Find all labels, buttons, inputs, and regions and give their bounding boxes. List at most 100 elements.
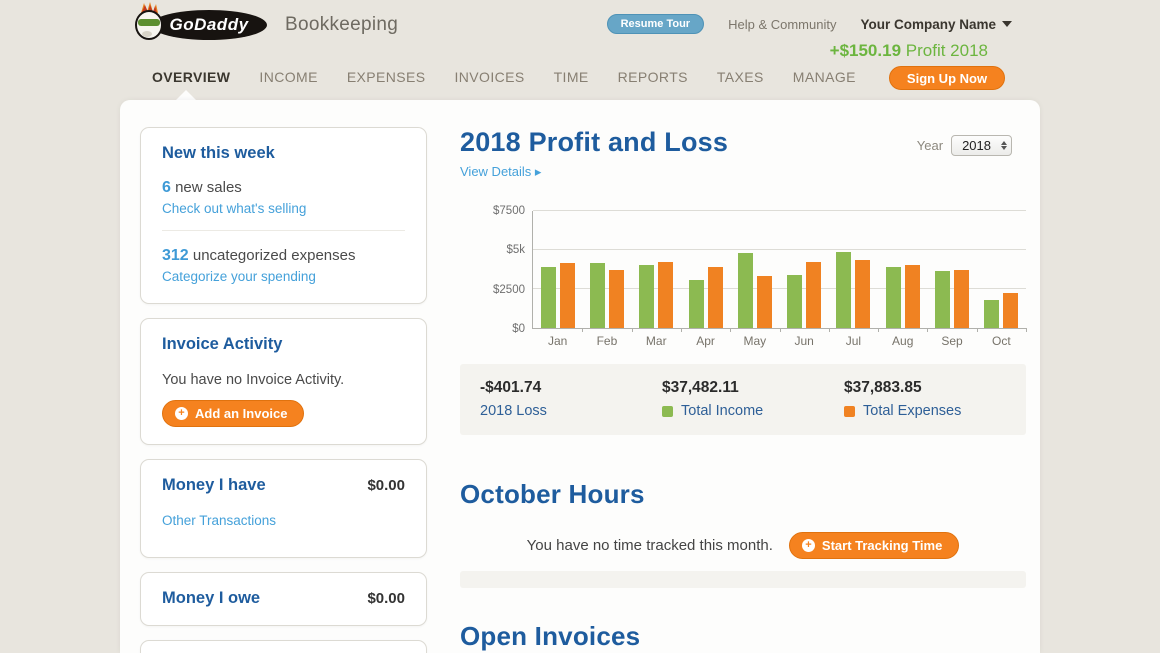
axis-tick <box>730 328 732 332</box>
nav-item-invoices[interactable]: INVOICES <box>454 69 525 85</box>
income-legend-swatch <box>662 405 673 417</box>
bar-group-sep <box>927 211 976 328</box>
x-tick-label: Mar <box>645 334 667 348</box>
sign-up-button[interactable]: Sign Up Now <box>889 66 1005 90</box>
nav-item-reports[interactable]: REPORTS <box>617 69 688 85</box>
resume-tour-button[interactable]: Resume Tour <box>606 14 705 34</box>
uncategorized-expenses-stat: 312 uncategorized expenses <box>162 247 405 265</box>
hours-empty-row: You have no time tracked this month. + S… <box>460 532 1026 559</box>
uncategorized-expenses-count: 312 <box>162 247 189 264</box>
card-title: Invoice Activity <box>162 335 283 353</box>
card-taxes: Taxes $0.00 Q4 Estimated Taxes $0.00 Due… <box>140 640 427 653</box>
categorize-spending-link[interactable]: Categorize your spending <box>162 269 316 284</box>
nav-item-income[interactable]: INCOME <box>259 69 318 85</box>
new-sales-text: new sales <box>175 179 242 196</box>
uncategorized-expenses-text: uncategorized expenses <box>192 247 356 264</box>
bar-total-expenses-jan <box>559 263 575 328</box>
plus-icon: + <box>175 407 188 420</box>
axis-tick <box>779 328 781 332</box>
y-tick-label: $0 <box>512 323 525 335</box>
axis-tick <box>680 328 682 332</box>
bar-group-aug <box>878 211 927 328</box>
nav-item-expenses[interactable]: EXPENSES <box>346 69 426 85</box>
profit-amount: +$150.19 <box>829 41 902 60</box>
pl-summary-band: -$401.74 2018 Loss $37,482.11 Total Inco… <box>460 364 1026 435</box>
whats-selling-link[interactable]: Check out what's selling <box>162 201 307 216</box>
card-new-this-week: New this week 6 new sales Check out what… <box>140 127 427 304</box>
bar-total-income-oct <box>984 299 1000 328</box>
divider <box>162 230 405 231</box>
logo-text: GoDaddy <box>169 15 249 34</box>
axis-tick <box>927 328 929 332</box>
card-invoice-activity: Invoice Activity You have no Invoice Act… <box>140 318 427 445</box>
help-community-link[interactable]: Help & Community <box>728 16 837 32</box>
summary-expenses: $37,883.85 Total Expenses <box>844 379 1026 419</box>
profit-summary: +$150.19 Profit 2018 <box>607 41 1012 61</box>
bar-total-income-may <box>737 253 753 328</box>
nav-item-taxes[interactable]: TAXES <box>716 69 764 85</box>
godaddy-logo: GoDaddy <box>135 2 267 40</box>
x-tick-label: Jul <box>845 334 862 348</box>
start-tracking-time-button[interactable]: + Start Tracking Time <box>788 532 960 559</box>
bar-total-expenses-aug <box>904 264 920 328</box>
y-tick-label: $2500 <box>493 283 525 296</box>
october-hours-title: October Hours <box>460 479 645 509</box>
y-tick-label: $7500 <box>493 205 525 217</box>
plus-icon: + <box>801 539 815 552</box>
nav-item-overview[interactable]: OVERVIEW <box>152 69 231 85</box>
x-tick-label: Sep <box>941 334 963 348</box>
chart-y-axis: $0 $2500 $5k $7500 <box>460 205 532 335</box>
logo[interactable]: GoDaddy Bookkeeping <box>133 2 398 40</box>
new-sales-stat: 6 new sales <box>162 179 405 197</box>
chart-plot <box>532 210 1027 332</box>
open-invoices-section: Open Invoices <box>460 621 1026 652</box>
bar-total-income-jul <box>836 251 852 328</box>
year-select[interactable]: 2018 <box>951 135 1012 156</box>
bar-total-expenses-jul <box>855 260 871 328</box>
bar-group-mar <box>632 211 681 328</box>
x-tick-label: Apr <box>696 334 715 348</box>
view-details-link[interactable]: View Details ▸ <box>460 164 542 179</box>
invoice-activity-empty-text: You have no Invoice Activity. <box>162 372 345 388</box>
company-menu[interactable]: Your Company Name <box>860 17 1012 32</box>
october-hours-section: October Hours You have no time tracked t… <box>460 479 1026 588</box>
add-invoice-button-label: Add an Invoice <box>195 406 288 421</box>
chevron-down-icon <box>1002 21 1012 27</box>
y-tick-label: $5k <box>506 244 525 257</box>
bar-group-may <box>730 211 779 328</box>
nav-item-manage[interactable]: MANAGE <box>792 69 856 85</box>
open-invoices-title: Open Invoices <box>460 621 641 651</box>
other-transactions-link[interactable]: Other Transactions <box>162 513 277 528</box>
income-amount: $37,482.11 <box>662 379 739 396</box>
x-tick-label: Feb <box>596 334 618 348</box>
add-invoice-button[interactable]: + Add an Invoice <box>162 400 305 427</box>
bar-total-expenses-mar <box>658 262 674 328</box>
chart-x-labels: Jan Feb Mar Apr May Jun Jul Aug Sep Oct <box>533 334 1026 348</box>
profit-label: Profit 2018 <box>905 41 988 60</box>
nav-item-time[interactable]: TIME <box>553 69 589 85</box>
sidebar: New this week 6 new sales Check out what… <box>140 127 427 653</box>
card-title: Money I owe <box>162 589 261 607</box>
bar-total-expenses-may <box>756 275 772 328</box>
bar-total-expenses-feb <box>608 269 624 328</box>
start-tracking-time-label: Start Tracking Time <box>821 538 943 553</box>
expenses-label: Total Expenses <box>844 403 1026 419</box>
main-nav: OVERVIEW INCOME EXPENSES INVOICES TIME R… <box>152 69 856 89</box>
header-right: Resume Tour Help & Community Your Compan… <box>606 14 1012 61</box>
pl-title: 2018 Profit and Loss <box>460 127 729 157</box>
hours-empty-text: You have no time tracked this month. <box>526 537 773 554</box>
grid-line <box>533 249 1026 251</box>
bar-total-income-feb <box>589 263 605 328</box>
x-tick-label: Jun <box>794 334 814 348</box>
bar-total-income-apr <box>688 280 704 328</box>
bar-total-expenses-jun <box>806 261 822 328</box>
money-i-have-amount: $0.00 <box>367 477 405 494</box>
bar-total-expenses-apr <box>707 267 723 328</box>
bar-group-jan <box>533 211 582 328</box>
godaddy-mascot-icon <box>135 2 163 40</box>
profit-loss-chart: $0 $2500 $5k $7500 <box>460 205 1027 335</box>
x-tick-label: Oct <box>991 334 1011 348</box>
card-title: New this week <box>162 144 275 162</box>
income-label-text: Total Income <box>681 403 764 419</box>
